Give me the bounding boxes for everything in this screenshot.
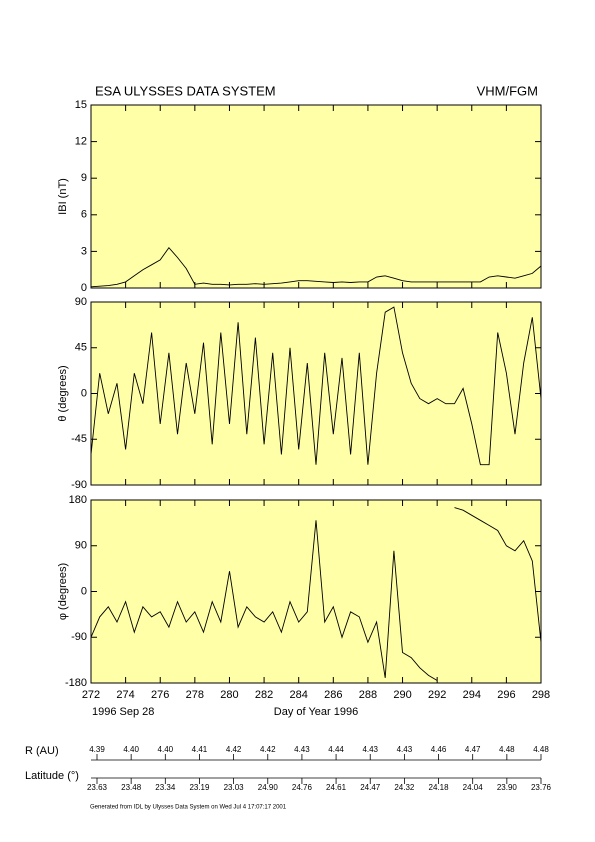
x-tick-label: 280 <box>220 689 238 701</box>
plot-area <box>90 104 542 289</box>
latitude-label: Latitude (°) <box>25 770 79 782</box>
scale-value: 24.61 <box>326 783 347 792</box>
scale-value: 23.76 <box>531 783 552 792</box>
x-tick-label: 272 <box>82 689 100 701</box>
scale-value: 23.63 <box>87 783 108 792</box>
scale-value: 24.76 <box>292 783 313 792</box>
data-line <box>90 246 542 288</box>
x-tick-label: 284 <box>290 689 308 701</box>
scale-value: 4.44 <box>328 745 344 754</box>
scale-value: 4.48 <box>533 745 549 754</box>
scale-value: 4.43 <box>294 745 310 754</box>
scale-value: 24.90 <box>258 783 279 792</box>
y-tick-label: 90 <box>75 540 87 552</box>
plot-area <box>90 499 542 684</box>
scale-value: 23.19 <box>189 783 210 792</box>
scale-value: 4.43 <box>397 745 413 754</box>
y-axis-label: IBI (nT) <box>57 178 69 215</box>
y-tick-label: 90 <box>75 296 87 308</box>
scale-value: 4.46 <box>431 745 447 754</box>
y-tick-label: 9 <box>81 172 87 184</box>
y-tick-label: -45 <box>71 433 87 445</box>
x-tick-label: 276 <box>151 689 169 701</box>
x-tick-label: 288 <box>359 689 377 701</box>
title: ESA ULYSSES DATA SYSTEM <box>95 83 276 98</box>
scale-value: 4.39 <box>89 745 105 754</box>
scale-value: 23.90 <box>497 783 518 792</box>
y-axis-label: θ (degrees) <box>57 365 69 421</box>
y-tick-label: 45 <box>75 342 87 354</box>
instrument: VHM/FGM <box>477 83 538 98</box>
y-tick-label: 0 <box>81 387 87 399</box>
y-tick-label: 0 <box>81 282 87 294</box>
scale-value: 24.04 <box>463 783 484 792</box>
x-tick-label: 292 <box>428 689 446 701</box>
scale-value: 4.40 <box>158 745 174 754</box>
scale-value: 24.18 <box>429 783 450 792</box>
scale-value: 23.48 <box>121 783 142 792</box>
y-tick-label: 6 <box>81 209 87 221</box>
scale-value: 4.42 <box>260 745 276 754</box>
scale-value: 4.41 <box>192 745 208 754</box>
start-date: 1996 Sep 28 <box>92 706 154 718</box>
x-axis-label: Day of Year 1996 <box>274 706 358 718</box>
y-tick-label: 0 <box>81 585 87 597</box>
x-tick-label: 296 <box>497 689 515 701</box>
x-tick-label: 290 <box>393 689 411 701</box>
x-tick-label: 286 <box>324 689 342 701</box>
x-tick-label: 274 <box>116 689 134 701</box>
scale-value: 23.34 <box>155 783 176 792</box>
x-tick-label: 282 <box>255 689 273 701</box>
scale-value: 23.03 <box>224 783 245 792</box>
x-tick-label: 278 <box>186 689 204 701</box>
y-tick-label: 15 <box>75 99 87 111</box>
x-tick-label: 298 <box>532 689 550 701</box>
scale-value: 24.32 <box>394 783 415 792</box>
y-tick-label: -180 <box>65 677 87 689</box>
scale-value: 4.40 <box>123 745 139 754</box>
plot-area <box>90 301 542 486</box>
y-tick-label: 3 <box>81 245 87 257</box>
data-line <box>90 306 542 466</box>
scale-value: 24.47 <box>360 783 381 792</box>
scale-value: 4.42 <box>226 745 242 754</box>
data-line <box>90 507 542 681</box>
scale-value: 4.43 <box>362 745 378 754</box>
r-label: R (AU) <box>25 745 59 757</box>
y-tick-label: 12 <box>75 136 87 148</box>
y-tick-label: 180 <box>69 494 87 506</box>
y-tick-label: -90 <box>71 631 87 643</box>
scale-value: 4.48 <box>499 745 515 754</box>
y-tick-label: -90 <box>71 479 87 491</box>
x-tick-label: 294 <box>463 689 481 701</box>
y-axis-label: φ (degrees) <box>57 563 69 620</box>
footer: Generated from IDL by Ulysses Data Syste… <box>90 805 287 811</box>
scale-value: 4.47 <box>465 745 481 754</box>
